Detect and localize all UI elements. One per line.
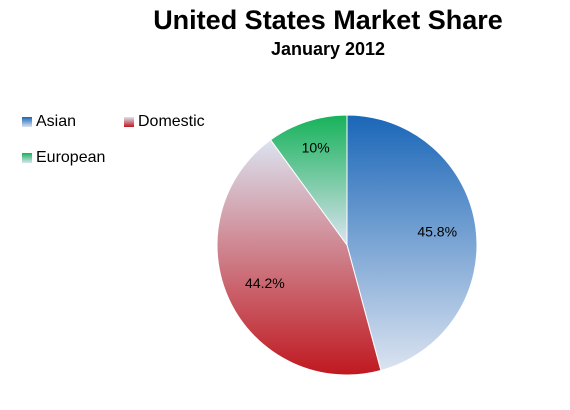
chart-subtitle: January 2012 [271,39,385,59]
legend-swatch [22,153,32,163]
data-label: 44.2% [245,275,285,291]
legend-swatch [124,117,134,127]
legend-label: European [36,149,105,166]
chart-title: United States Market Share [153,5,503,35]
pie-slice [216,139,382,376]
legend-label: Domestic [138,113,205,130]
pie-slice [269,114,348,247]
legend-swatch [22,117,32,127]
legend-label: Asian [36,113,76,130]
data-label: 45.8% [417,224,457,240]
pie-slice [346,114,478,372]
data-label: 10% [302,139,330,155]
